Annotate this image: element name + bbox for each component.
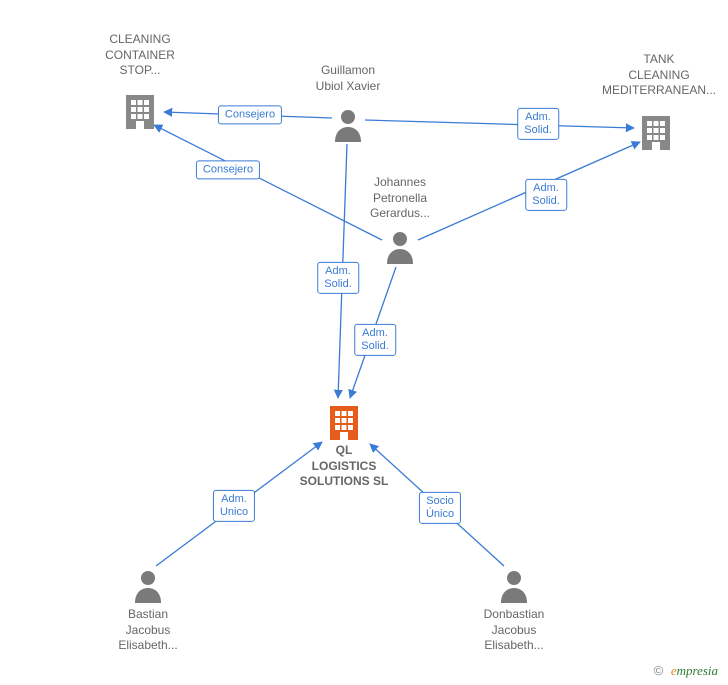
node-label[interactable]: Johannes Petronella Gerardus... bbox=[370, 175, 430, 222]
company-icon[interactable] bbox=[639, 112, 673, 150]
node-label[interactable]: QL LOGISTICS SOLUTIONS SL bbox=[300, 443, 389, 490]
person-icon[interactable] bbox=[133, 569, 163, 603]
edge-label[interactable]: Adm. Solid. bbox=[354, 324, 396, 356]
watermark: © empresia bbox=[654, 663, 718, 679]
edge-label[interactable]: Adm. Solid. bbox=[317, 262, 359, 294]
person-icon[interactable] bbox=[385, 230, 415, 264]
node-label[interactable]: Guillamon Ubiol Xavier bbox=[316, 63, 381, 94]
company-icon[interactable] bbox=[123, 91, 157, 129]
edge-label[interactable]: Adm. Unico bbox=[213, 490, 255, 522]
node-label[interactable]: TANK CLEANING MEDITERRANEAN... bbox=[602, 52, 716, 99]
person-icon[interactable] bbox=[499, 569, 529, 603]
edge-label[interactable]: Consejero bbox=[218, 105, 282, 124]
node-label[interactable]: Bastian Jacobus Elisabeth... bbox=[118, 607, 177, 654]
edge-label[interactable]: Socio Único bbox=[419, 492, 461, 524]
copyright-symbol: © bbox=[654, 663, 664, 678]
node-label[interactable]: Donbastian Jacobus Elisabeth... bbox=[484, 607, 545, 654]
edge-line bbox=[365, 120, 634, 128]
company-icon[interactable] bbox=[327, 402, 361, 440]
person-icon[interactable] bbox=[333, 108, 363, 142]
edge-line bbox=[154, 125, 382, 240]
edge-label[interactable]: Adm. Solid. bbox=[525, 179, 567, 211]
diagram-canvas: CLEANING CONTAINER STOP... TANK CLEANING… bbox=[0, 0, 728, 685]
edge-label[interactable]: Adm. Solid. bbox=[517, 108, 559, 140]
brand-rest: mpresia bbox=[677, 663, 718, 678]
edge-label[interactable]: Consejero bbox=[196, 160, 260, 179]
node-label[interactable]: CLEANING CONTAINER STOP... bbox=[105, 32, 175, 79]
